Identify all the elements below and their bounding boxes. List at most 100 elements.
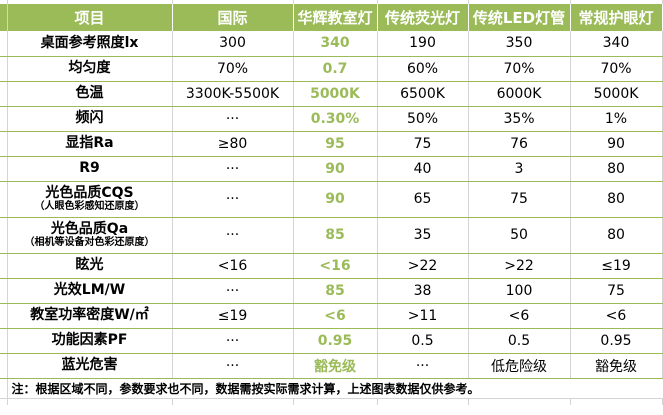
value-cell: ··· bbox=[172, 278, 294, 304]
row-label: 均匀度 bbox=[7, 56, 173, 82]
value-cell: 50 bbox=[468, 217, 571, 254]
row-label: 功能因素PF bbox=[7, 328, 173, 354]
table-row: 教室功率密度W/㎡ ≤19 <6 >11 <6 <6 bbox=[0, 303, 663, 329]
value-cell: 0.5 bbox=[377, 328, 469, 354]
grid-cell bbox=[7, 398, 173, 405]
value-cell: 豁免级 bbox=[570, 353, 663, 379]
footnote-row: 注：根据区域不同，参数要求也不同，数据需按实际需求计算，上述图表数据仅供参考。 bbox=[0, 378, 662, 399]
bottom-grid-sliver bbox=[0, 398, 663, 405]
value-cell: 0.7 bbox=[293, 56, 378, 82]
value-cell: 76 bbox=[468, 131, 571, 157]
comparison-table: 项目 国际 华辉教室灯 传统荧光灯 传统LED灯管 常规护眼灯 桌面参考照度lx 300 34… bbox=[0, 0, 663, 405]
value-cell: 350 bbox=[468, 31, 571, 57]
grid-cell bbox=[0, 378, 8, 399]
grid-cell bbox=[0, 217, 8, 254]
row-sublabel-text: （相机等设备对色彩还原度） bbox=[24, 237, 155, 249]
grid-cell bbox=[570, 398, 663, 405]
value-cell: 5000K bbox=[570, 81, 663, 107]
value-cell: <6 bbox=[570, 303, 663, 329]
grid-cell bbox=[172, 0, 294, 4]
value-cell: 35 bbox=[377, 217, 469, 254]
value-cell: 3 bbox=[468, 156, 571, 182]
value-cell: 80 bbox=[570, 156, 663, 182]
row-label-text: 桌面参考照度lx bbox=[40, 35, 139, 52]
row-label-text: 均匀度 bbox=[68, 60, 111, 77]
row-label-text: 功能因素PF bbox=[51, 332, 128, 349]
grid-cell bbox=[0, 56, 8, 82]
row-label-text: 眩光 bbox=[75, 257, 104, 274]
row-label-text: 教室功率密度W/㎡ bbox=[30, 307, 149, 324]
table-row: R9 ··· 90 40 3 80 bbox=[0, 156, 663, 182]
value-cell: 1% bbox=[570, 106, 663, 132]
value-cell: 75 bbox=[570, 278, 663, 304]
value-cell: ··· bbox=[172, 328, 294, 354]
value-cell: ≤19 bbox=[172, 303, 294, 329]
value-cell: ··· bbox=[172, 217, 294, 254]
value-cell: >11 bbox=[377, 303, 469, 329]
value-cell: 90 bbox=[293, 181, 378, 218]
table-row: 眩光 <16 <16 >22 >22 ≤19 bbox=[0, 253, 663, 279]
value-cell: 70% bbox=[172, 56, 294, 82]
value-cell: 340 bbox=[293, 31, 378, 57]
value-cell: 38 bbox=[377, 278, 469, 304]
row-label: 蓝光危害 bbox=[7, 353, 173, 379]
table-row: 频闪 ··· 0.30% 50% 35% 1% bbox=[0, 106, 663, 132]
row-label-text: 光效LM/W bbox=[53, 282, 126, 299]
value-cell: 300 bbox=[172, 31, 294, 57]
value-cell: 0.30% bbox=[293, 106, 378, 132]
row-label: 桌面参考照度lx bbox=[7, 31, 173, 57]
row-sublabel-text: （人眼色彩感知还原度） bbox=[34, 201, 145, 213]
table-header-row: 项目 国际 华辉教室灯 传统荧光灯 传统LED灯管 常规护眼灯 bbox=[0, 4, 662, 31]
table-row: 色温 3300K-5500K 5000K 6500K 6000K 5000K bbox=[0, 81, 663, 107]
top-grid-sliver bbox=[0, 0, 663, 4]
value-cell: 40 bbox=[377, 156, 469, 182]
value-cell: >22 bbox=[468, 253, 571, 279]
table-row: 桌面参考照度lx 300 340 190 350 340 bbox=[0, 31, 663, 57]
grid-cell bbox=[0, 0, 8, 4]
value-cell: 100 bbox=[468, 278, 571, 304]
value-cell: 低危险级 bbox=[468, 353, 571, 379]
grid-cell bbox=[570, 0, 663, 4]
value-cell: ··· bbox=[172, 353, 294, 379]
grid-cell bbox=[468, 398, 571, 405]
grid-cell bbox=[0, 156, 8, 182]
row-label: 色温 bbox=[7, 81, 173, 107]
value-cell: 50% bbox=[377, 106, 469, 132]
value-cell: <6 bbox=[468, 303, 571, 329]
column-header: 国际 bbox=[172, 4, 293, 31]
row-label-text: 频闪 bbox=[75, 110, 104, 127]
grid-cell bbox=[0, 131, 8, 157]
value-cell: 75 bbox=[377, 131, 469, 157]
grid-cell bbox=[0, 328, 8, 354]
row-label: 显指Ra bbox=[7, 131, 173, 157]
value-cell: 0.95 bbox=[570, 328, 663, 354]
table-row: 蓝光危害 ··· 豁免级 ··· 低危险级 豁免级 bbox=[0, 353, 663, 379]
value-cell: ··· bbox=[377, 353, 469, 379]
table-row: 光色品质Qa （相机等设备对色彩还原度） ··· 85 35 50 80 bbox=[0, 217, 663, 254]
value-cell: 90 bbox=[293, 156, 378, 182]
value-cell: ··· bbox=[172, 181, 294, 218]
table-row: 光色品质CQS （人眼色彩感知还原度） ··· 90 65 75 80 bbox=[0, 181, 663, 218]
value-cell: 0.5 bbox=[468, 328, 571, 354]
footnote-text: 注：根据区域不同，参数要求也不同，数据需按实际需求计算，上述图表数据仅供参考。 bbox=[7, 378, 662, 399]
value-cell: 340 bbox=[570, 31, 663, 57]
value-cell: 60% bbox=[377, 56, 469, 82]
value-cell: >22 bbox=[377, 253, 469, 279]
value-cell: 85 bbox=[293, 217, 378, 254]
grid-cell bbox=[293, 398, 378, 405]
row-label-text: 显指Ra bbox=[65, 135, 114, 152]
row-label: 眩光 bbox=[7, 253, 173, 279]
grid-cell bbox=[0, 81, 8, 107]
value-cell: 6500K bbox=[377, 81, 469, 107]
value-cell: <6 bbox=[293, 303, 378, 329]
value-cell: 35% bbox=[468, 106, 571, 132]
value-cell: 80 bbox=[570, 181, 663, 218]
value-cell: 85 bbox=[293, 278, 378, 304]
value-cell: 5000K bbox=[293, 81, 378, 107]
value-cell: ··· bbox=[172, 106, 294, 132]
grid-cell bbox=[293, 0, 378, 4]
value-cell: 70% bbox=[570, 56, 663, 82]
value-cell: ≤19 bbox=[570, 253, 663, 279]
row-label: 频闪 bbox=[7, 106, 173, 132]
row-label-text: 色温 bbox=[75, 85, 104, 102]
